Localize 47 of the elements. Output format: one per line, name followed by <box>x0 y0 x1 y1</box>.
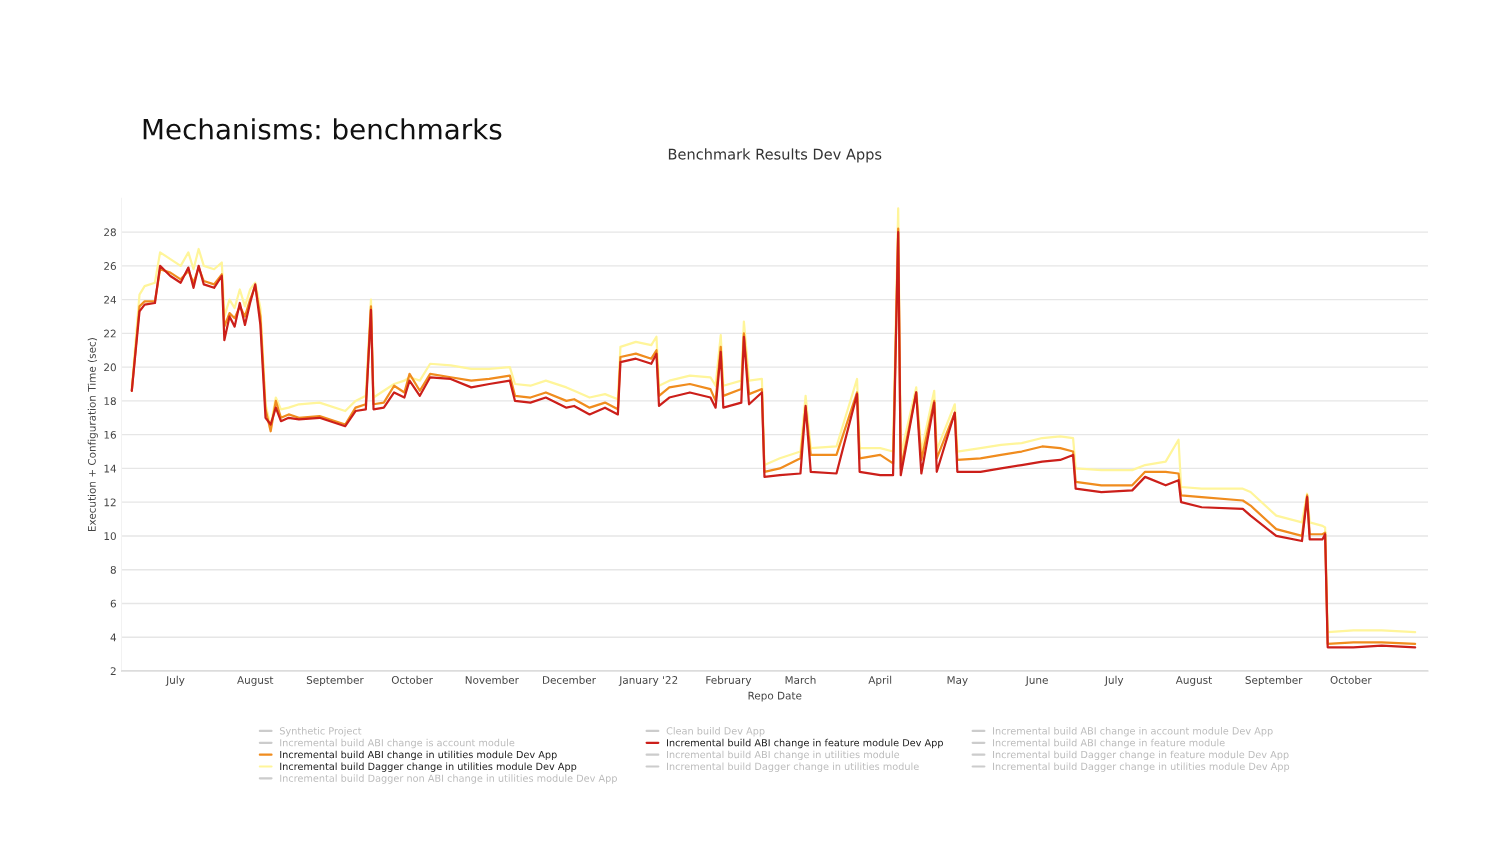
y-tick-label: 10 <box>104 532 116 541</box>
x-tick-label: December <box>543 675 597 684</box>
legend-label: Incremental build ABI change in utilities module Dev App <box>280 750 557 761</box>
legend-label: Incremental build Dagger change in feature module Dev App <box>993 750 1289 761</box>
y-tick-label: 20 <box>104 363 116 372</box>
x-tick-label: June <box>1025 676 1048 686</box>
x-tick-label: February <box>706 675 752 686</box>
legend-label: Incremental build ABI change in feature module Dev App <box>667 738 943 749</box>
y-tick-label: 26 <box>104 262 116 270</box>
x-tick-label: August <box>1175 676 1212 686</box>
x-tick-label: October <box>391 675 433 684</box>
x-tick-label: August <box>237 676 274 686</box>
legend-label: Incremental build ABI change is account module <box>280 738 515 749</box>
y-tick-label: 22 <box>104 329 116 338</box>
legend-label: Incremental build Dagger change in utilities module Dev App <box>993 762 1290 772</box>
x-tick-label: January '22 <box>618 676 678 686</box>
x-tick-label: July <box>165 675 185 686</box>
legend-label: Incremental build Dagger change in utilities module <box>667 762 919 772</box>
x-tick-label: November <box>465 675 519 684</box>
x-tick-label: September <box>306 675 364 686</box>
y-tick-label: 18 <box>104 397 116 406</box>
x-tick-label: October <box>1330 675 1372 684</box>
y-tick-label: 24 <box>104 295 117 304</box>
x-tick-label: April <box>868 675 892 686</box>
legend-label: Clean build Dev App <box>666 726 765 737</box>
legend-label: Incremental build ABI change in feature module <box>993 738 1225 749</box>
y-tick-label: 16 <box>104 430 116 439</box>
x-axis-title: Repo Date <box>748 691 802 702</box>
chart-subtitle: Benchmark Results Dev Apps <box>668 148 882 163</box>
x-tick-label: May <box>947 676 968 686</box>
x-tick-label: September <box>1245 675 1303 686</box>
legend-label: Incremental build Dagger change in utilities module Dev App <box>280 762 577 772</box>
legend-label: Synthetic Project <box>279 726 362 737</box>
y-tick-label: 8 <box>110 565 116 574</box>
y-tick-label: 28 <box>104 228 116 237</box>
legend-label: Incremental build ABI change in utilities module <box>667 750 900 761</box>
y-tick-label: 4 <box>110 633 117 642</box>
y-tick-label: 6 <box>110 599 116 608</box>
y-tick-label: 12 <box>104 498 116 507</box>
chart-title: Mechanisms: benchmarks <box>143 118 502 140</box>
legend-label: Incremental build ABI change in account module Dev App <box>993 726 1273 737</box>
y-tick-label: 2 <box>110 667 116 675</box>
y-axis-title: Execution + Configuration Time (sec) <box>87 338 98 532</box>
x-tick-label: March <box>785 675 816 684</box>
x-tick-label: July <box>1104 675 1124 686</box>
legend-label: Incremental build Dagger non ABI change in utilities module Dev App <box>280 774 617 784</box>
y-tick-label: 14 <box>104 464 117 473</box>
